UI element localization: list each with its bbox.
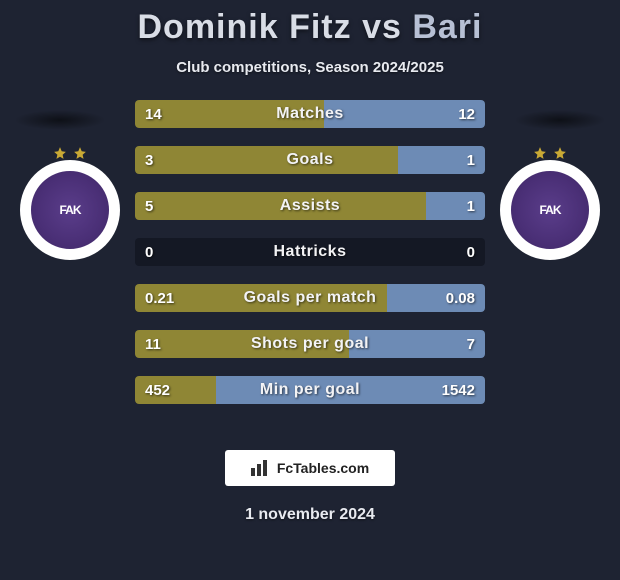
stat-label: Hattricks bbox=[135, 238, 485, 266]
stat-value-right: 0 bbox=[467, 238, 475, 266]
stat-value-left: 0.21 bbox=[145, 284, 174, 312]
stat-row: Matches14 12 bbox=[135, 100, 485, 128]
stat-row: Assists5 1 bbox=[135, 192, 485, 220]
stat-value-left: 3 bbox=[145, 146, 153, 174]
stat-value-right: 7 bbox=[467, 330, 475, 358]
stat-value-right: 1 bbox=[467, 192, 475, 220]
left-badge-text: FAK bbox=[60, 203, 81, 217]
star-icon bbox=[533, 146, 547, 160]
left-club-badge: FAK bbox=[20, 160, 120, 260]
stat-label: Shots per goal bbox=[135, 330, 485, 358]
stat-value-left: 0 bbox=[145, 238, 153, 266]
right-avatar-placeholder bbox=[514, 110, 606, 130]
right-badge-text: FAK bbox=[540, 203, 561, 217]
player1-name: Dominik Fitz bbox=[138, 8, 352, 46]
stat-value-right: 1 bbox=[467, 146, 475, 174]
stat-row: Shots per goal11 7 bbox=[135, 330, 485, 358]
left-badge-inner: FAK bbox=[28, 168, 112, 252]
stat-value-right: 1542 bbox=[442, 376, 475, 404]
stat-row: Goals per match0.21 0.08 bbox=[135, 284, 485, 312]
page-title: Dominik Fitz vs Bari bbox=[0, 0, 620, 47]
site-logo-text: FcTables.com bbox=[277, 460, 369, 476]
stat-value-left: 14 bbox=[145, 100, 162, 128]
stat-row: Goals3 1 bbox=[135, 146, 485, 174]
stat-value-right: 12 bbox=[458, 100, 475, 128]
stat-label: Matches bbox=[135, 100, 485, 128]
bar-chart-icon bbox=[251, 460, 271, 476]
stat-label: Goals per match bbox=[135, 284, 485, 312]
stat-value-right: 0.08 bbox=[446, 284, 475, 312]
player2-name: Bari bbox=[412, 8, 482, 46]
star-icon bbox=[73, 146, 87, 160]
comparison-stage: FAK FAK Matches1412Goals31Assists51Hattr… bbox=[0, 100, 620, 440]
comparison-bars: Matches1412Goals31Assists51Hattricks00Go… bbox=[135, 100, 485, 422]
subtitle: Club competitions, Season 2024/2025 bbox=[0, 59, 620, 76]
stat-value-left: 5 bbox=[145, 192, 153, 220]
site-logo: FcTables.com bbox=[225, 450, 395, 486]
left-badge-stars bbox=[20, 146, 120, 160]
star-icon bbox=[553, 146, 567, 160]
stat-label: Min per goal bbox=[135, 376, 485, 404]
right-club-badge: FAK bbox=[500, 160, 600, 260]
stat-label: Assists bbox=[135, 192, 485, 220]
vs-text: vs bbox=[362, 8, 402, 46]
stat-value-left: 11 bbox=[145, 330, 161, 358]
left-avatar-placeholder bbox=[14, 110, 106, 130]
date-text: 1 november 2024 bbox=[0, 506, 620, 524]
star-icon bbox=[53, 146, 67, 160]
right-badge-inner: FAK bbox=[508, 168, 592, 252]
stat-label: Goals bbox=[135, 146, 485, 174]
stat-row: Hattricks0 0 bbox=[135, 238, 485, 266]
right-badge-stars bbox=[500, 146, 600, 160]
stat-row: Min per goal452 1542 bbox=[135, 376, 485, 404]
stat-value-left: 452 bbox=[145, 376, 170, 404]
